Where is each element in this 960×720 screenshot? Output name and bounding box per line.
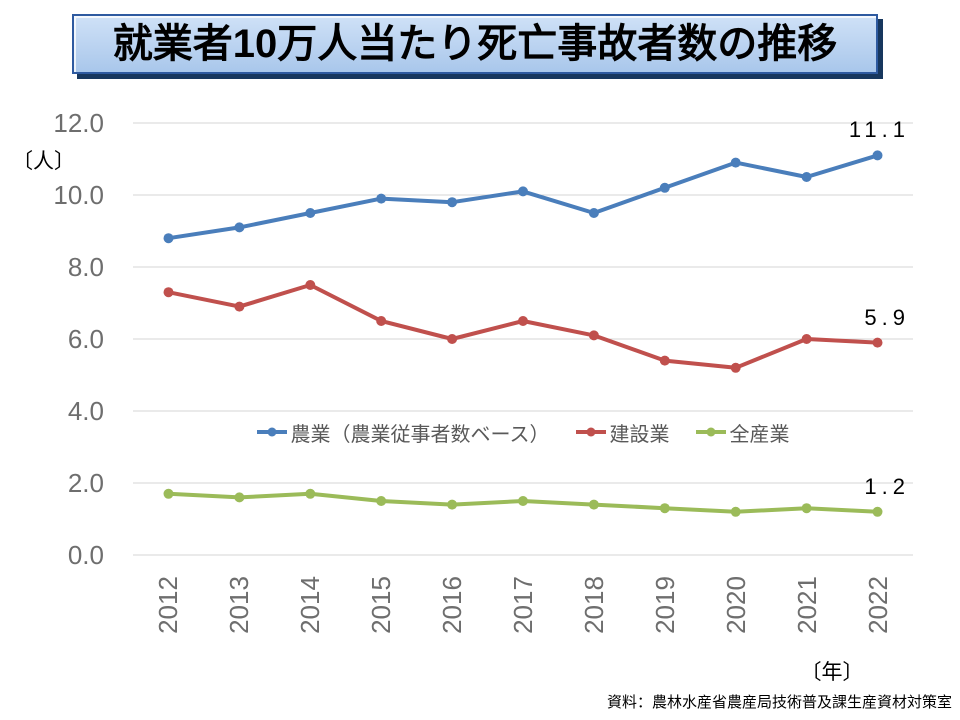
y-tick-label: 2.0 — [67, 468, 104, 498]
series-end-value: 11.1 — [848, 117, 910, 143]
x-tick-label: 2018 — [578, 576, 609, 634]
data-point — [305, 280, 316, 290]
y-axis-unit-label: 〔人〕 — [12, 150, 75, 173]
data-point — [447, 334, 458, 344]
data-point — [518, 186, 528, 197]
legend-label: 建設業 — [609, 423, 670, 446]
data-point — [588, 208, 599, 218]
data-point — [234, 301, 245, 312]
y-tick-label: 12.0 — [53, 108, 104, 138]
series-end-value: 1.2 — [864, 473, 910, 499]
data-point — [730, 362, 741, 373]
x-tick-label: 2013 — [224, 576, 255, 634]
x-tick-label: 2012 — [153, 576, 184, 634]
data-point — [588, 499, 599, 510]
y-tick-label: 10.0 — [53, 180, 104, 210]
legend-item: 建設業 — [575, 418, 670, 447]
data-point — [376, 496, 387, 506]
data-point — [163, 233, 174, 244]
data-point — [447, 499, 458, 510]
page-title: 就業者10万人当たり死亡事故者数の推移 — [112, 22, 838, 66]
data-point — [163, 488, 174, 499]
x-tick-label: 2020 — [720, 576, 751, 634]
data-point — [659, 355, 670, 366]
data-point — [447, 197, 458, 208]
x-tick-label: 2021 — [791, 576, 822, 634]
x-tick-label: 2022 — [862, 576, 893, 634]
data-point — [659, 503, 670, 514]
legend-label: 農業（農業従事者数ベース） — [290, 423, 550, 446]
data-point — [234, 222, 245, 233]
data-point — [518, 316, 528, 326]
data-point — [163, 287, 174, 298]
data-point — [730, 506, 741, 517]
legend-label: 全産業 — [729, 423, 790, 446]
data-point — [730, 157, 741, 168]
y-tick-label: 4.0 — [67, 396, 104, 426]
y-tick-label: 0.0 — [67, 540, 104, 570]
series-line-0 — [166, 153, 880, 241]
data-point — [376, 193, 387, 204]
x-tick-label: 2017 — [508, 576, 538, 634]
data-point — [872, 337, 883, 348]
data-point — [872, 506, 883, 517]
data-point — [305, 208, 316, 218]
data-point — [518, 496, 528, 506]
data-point — [234, 492, 245, 503]
data-point — [872, 150, 883, 161]
data-point — [376, 316, 387, 326]
data-point — [801, 334, 812, 344]
y-tick-label: 6.0 — [67, 324, 104, 354]
chart-legend: 農業（農業従事者数ベース） 建設業 全産業 — [133, 418, 913, 446]
data-point — [305, 488, 316, 499]
data-point — [801, 503, 812, 514]
data-point — [588, 330, 599, 341]
legend-marker-icon — [256, 427, 287, 437]
x-tick-label: 2014 — [295, 576, 326, 634]
data-point — [801, 172, 812, 182]
data-point — [659, 182, 670, 193]
x-tick-label: 2015 — [366, 576, 397, 634]
x-tick-label: 2016 — [437, 576, 468, 634]
title-banner: 就業者10万人当たり死亡事故者数の推移 — [72, 14, 878, 74]
legend-item: 全産業 — [695, 418, 790, 447]
y-tick-label: 8.0 — [67, 252, 104, 282]
legend-marker-icon — [695, 427, 726, 437]
legend-item: 農業（農業従事者数ベース） — [256, 418, 550, 447]
series-end-value: 5.9 — [864, 304, 910, 330]
legend-marker-icon — [575, 427, 606, 437]
x-tick-label: 2019 — [649, 576, 680, 634]
source-note: 資料：農林水産省農産局技術普及課生産資材対策室 — [606, 694, 952, 711]
series-line-1 — [166, 283, 880, 370]
x-axis-unit-label: 〔年〕 — [800, 661, 864, 684]
